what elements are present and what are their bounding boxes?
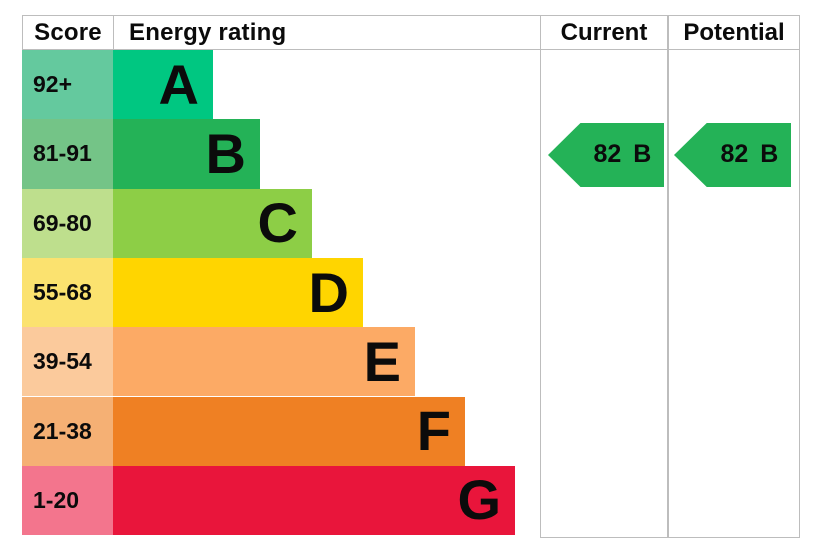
- band-row-f: 21-38 F: [22, 396, 465, 466]
- band-row-c: 69-80 C: [22, 188, 312, 258]
- potential-column-header: Potential: [669, 16, 799, 50]
- potential-rating-value: 82: [720, 140, 749, 169]
- current-column: Current 82 B: [540, 15, 668, 538]
- current-rating-band: B: [633, 140, 652, 169]
- potential-column: Potential 82 B: [668, 15, 800, 538]
- score-column-header: Score: [22, 15, 114, 50]
- band-score-range: 39-54: [22, 327, 113, 397]
- potential-rating-band: B: [760, 140, 779, 169]
- potential-rating-arrow: 82 B: [674, 122, 791, 187]
- band-row-e: 39-54 E: [22, 327, 415, 397]
- band-row-b: 81-91 B: [22, 119, 260, 189]
- current-column-header: Current: [541, 16, 667, 50]
- band-score-range: 69-80: [22, 188, 113, 258]
- band-score-range: 21-38: [22, 396, 113, 466]
- current-rating-arrow: 82 B: [548, 122, 664, 187]
- energy-rating-column-header: Energy rating: [113, 15, 541, 50]
- band-score-range: 55-68: [22, 257, 113, 328]
- band-row-d: 55-68 D: [22, 257, 363, 328]
- band-row-a: 92+ A: [22, 50, 213, 120]
- band-bar-letter: A: [113, 50, 213, 120]
- band-row-g: 1-20 G: [22, 465, 515, 536]
- band-bar-letter: E: [113, 327, 415, 397]
- current-rating-value: 82: [593, 140, 622, 169]
- band-bar-letter: F: [113, 396, 465, 466]
- band-score-range: 92+: [22, 50, 113, 120]
- band-score-range: 1-20: [22, 465, 113, 536]
- band-bar-letter: G: [113, 465, 515, 536]
- band-bar-letter: D: [113, 257, 363, 328]
- band-bar-letter: B: [113, 119, 260, 189]
- band-bar-letter: C: [113, 188, 312, 258]
- band-score-range: 81-91: [22, 119, 113, 189]
